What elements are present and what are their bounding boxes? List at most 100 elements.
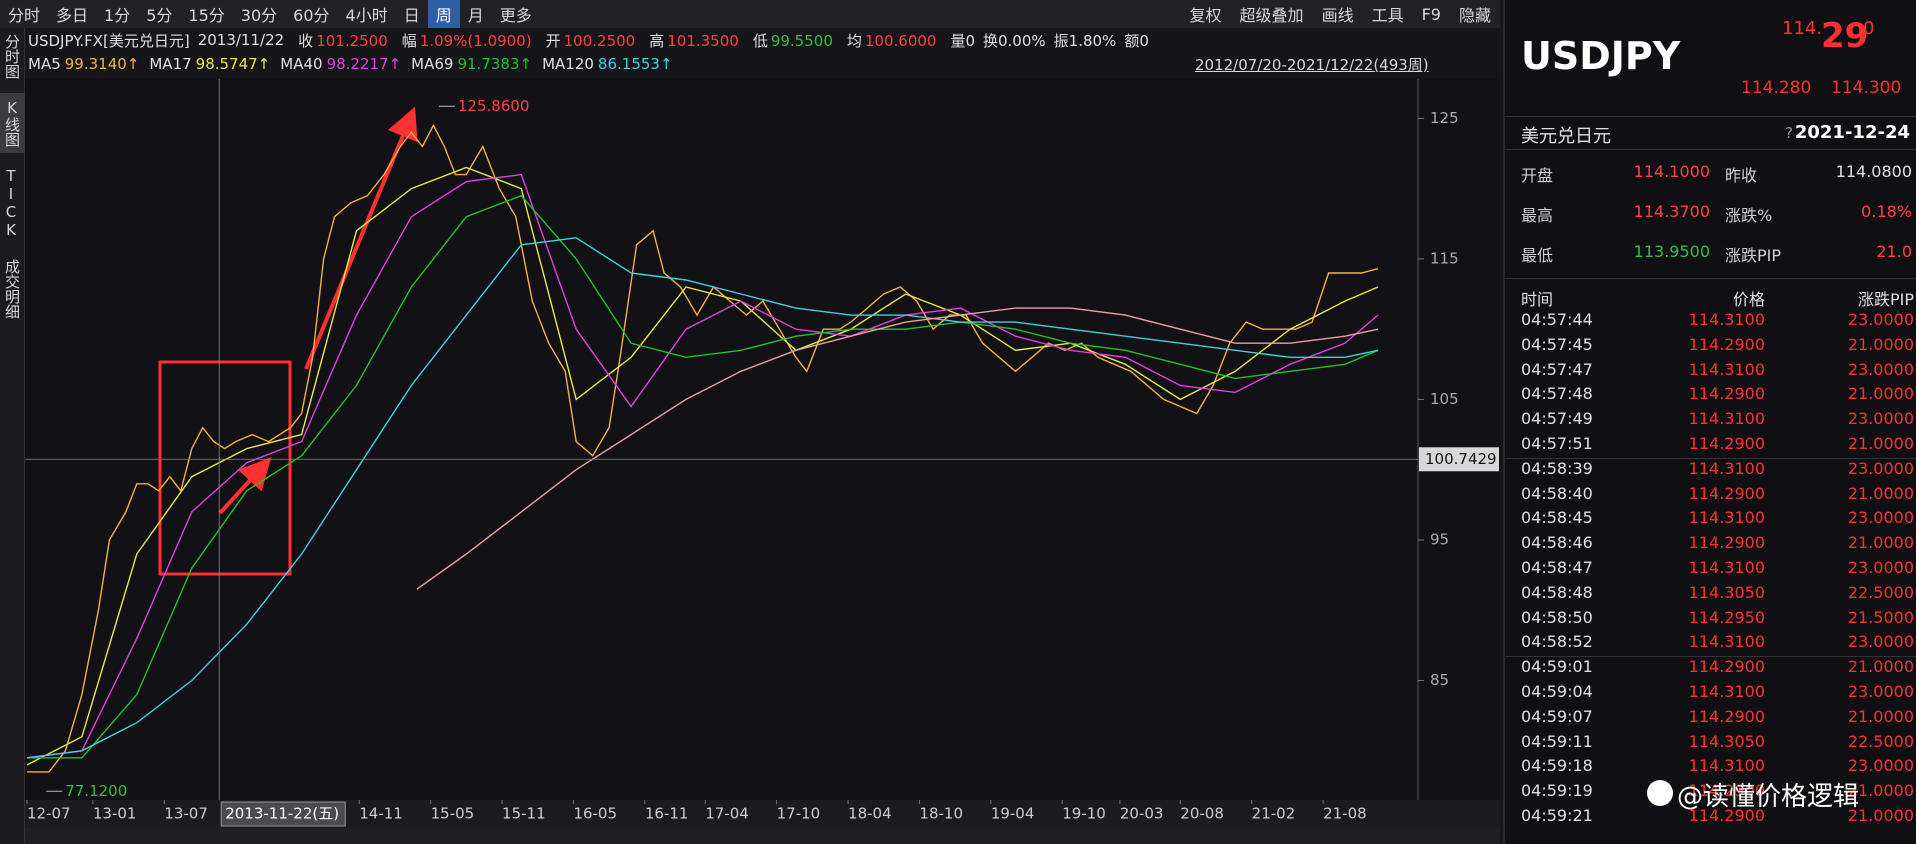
bottom-bar [25, 828, 1500, 844]
cursor-date: 2013-11-22(五) [225, 805, 339, 823]
ma-legend-item: MA120 86.1553↑ [542, 55, 672, 73]
trade-cell: 04:58:45 [1521, 508, 1593, 528]
trade-cell: 04:58:52 [1521, 632, 1593, 652]
period-tab[interactable]: 5分 [146, 6, 173, 25]
trade-cell: 114.2900 [1688, 706, 1765, 726]
sep [1505, 116, 1916, 117]
info-item: 收 101.2500 [298, 30, 388, 51]
info-stat: 额0 [1124, 31, 1149, 50]
trade-cell: 21.5000 [1847, 607, 1914, 627]
ma-value: 86.1553↑ [597, 55, 673, 73]
info-value: 99.5500 [770, 31, 833, 50]
x-tick-label: 18-10 [919, 805, 963, 823]
help-icon[interactable]: ? [1785, 124, 1793, 142]
period-tab[interactable]: 分时 [8, 6, 41, 25]
extreme-label: 125.8600 [458, 97, 530, 115]
side-tab[interactable]: TICK [2, 167, 20, 239]
ma-name: MA120 [542, 55, 594, 73]
period-tab[interactable]: 周 [427, 0, 460, 28]
period-tab[interactable]: 60分 [293, 6, 330, 25]
period-tab[interactable]: 多日 [56, 6, 89, 25]
info-stat: 量0 [950, 31, 975, 50]
trade-cell: 21.0000 [1847, 483, 1914, 503]
ma-name: MA5 [28, 55, 61, 73]
side-tab[interactable]: 成交明细 [3, 259, 21, 319]
x-tick-label: 14-11 [359, 805, 403, 823]
x-tick-label: 21-02 [1252, 805, 1296, 823]
trend-arrow [218, 457, 272, 515]
x-tick-label: 19-04 [991, 805, 1035, 823]
period-tab[interactable]: 1分 [104, 6, 131, 25]
info-label: 低 [752, 31, 768, 50]
ma-legend-item: MA5 99.3140↑ [28, 55, 139, 73]
info-label: 高 [649, 31, 665, 50]
trade-cell: 04:59:18 [1521, 756, 1593, 776]
trade-cell: 114.3100 [1688, 359, 1765, 379]
trade-cell: 04:57:47 [1521, 359, 1593, 379]
side-tab[interactable]: K线图 [0, 93, 25, 153]
info-label: 幅 [401, 31, 417, 50]
plot-bg [25, 79, 1500, 800]
info-item: 低 99.5500 [753, 30, 833, 51]
extreme-label: 77.1200 [65, 782, 127, 800]
trade-cell: 04:58:50 [1521, 607, 1593, 627]
trade-cell: 114.3100 [1688, 632, 1765, 652]
y-tick-label: 115 [1430, 249, 1459, 267]
period-tab[interactable]: 日 [403, 6, 420, 25]
trade-cell: 23.0000 [1847, 359, 1914, 379]
trade-cell: 114.3050 [1688, 582, 1765, 602]
info-item: 幅 1.09%(1.0900) [402, 30, 532, 51]
period-tab[interactable]: 月 [467, 6, 484, 25]
list-header: 涨跌PIP [1857, 290, 1914, 309]
cursor-value-box [1419, 447, 1499, 472]
x-tick-label: 15-11 [502, 805, 546, 823]
info-label: 均 [846, 31, 862, 50]
stat-value: 21.0 [1876, 242, 1912, 261]
toolbar: 分时 多日 1分 5分 15分 30分 60分 4小时日周月更多 复权 超级叠加 画线 工具 F9 隐藏 [0, 0, 1500, 28]
stat-label: 最高 [1521, 206, 1554, 225]
period-tab[interactable]: 15分 [188, 6, 225, 25]
trade-cell: 114.3100 [1688, 756, 1765, 776]
trade-cell: 04:57:49 [1521, 409, 1593, 429]
trade-cell: 22.5000 [1847, 582, 1914, 602]
symbol: USDJPY.FX[美元兑日元] [28, 31, 190, 50]
tool-button[interactable]: 复权 [1189, 6, 1222, 25]
trade-cell: 04:57:44 [1521, 310, 1593, 329]
trade-cell: 114.2900 [1688, 781, 1765, 801]
trade-cell: 04:59:11 [1521, 731, 1593, 751]
name: 美元兑日元 [1521, 126, 1611, 147]
info-stat: 换0.00% [983, 31, 1046, 50]
trade-cell: 114.2900 [1688, 334, 1765, 354]
quote-panel: USDJPY 114. 29 0 114.280 114.300 美元兑日元? 2021-12… [1503, 0, 1916, 844]
cursor-date-box [220, 801, 346, 827]
stat-label: 最低 [1521, 246, 1554, 265]
ma-value: 99.3140↑ [64, 55, 140, 73]
period-tab[interactable]: 更多 [499, 6, 532, 25]
tool-button[interactable]: 画线 [1321, 6, 1354, 25]
price-main: 29 [1821, 16, 1869, 56]
tool-button[interactable]: 超级叠加 [1239, 6, 1304, 25]
info-value: 1.09%(1.0900) [419, 31, 532, 50]
stat-label: 涨跌% [1725, 206, 1773, 225]
trade-cell: 04:59:01 [1521, 657, 1593, 677]
tool-button[interactable]: 隐藏 [1458, 6, 1491, 25]
trade-cell: 23.0000 [1847, 756, 1914, 776]
trade-cell: 114.2900 [1688, 533, 1765, 553]
tools: 复权 超级叠加 画线 工具 F9 隐藏 [1181, 0, 1500, 28]
range-text[interactable]: 2012/07/20-2021/12/22(493周) [1195, 56, 1429, 74]
info-bar: USDJPY.FX[美元兑日元] 2013/11/22 收 101.2500 幅 1.09… [28, 29, 1149, 51]
trade-cell: 04:59:21 [1521, 806, 1593, 825]
trade-cell: 04:59:04 [1521, 682, 1593, 701]
stat-value: 0.18% [1861, 202, 1912, 221]
period-tab[interactable]: 4小时 [345, 6, 388, 25]
tool-button[interactable]: F9 [1421, 4, 1441, 24]
x-tick-label: 18-04 [848, 805, 892, 823]
ask: 114.300 [1831, 78, 1902, 98]
side-tab[interactable]: 分时图 [3, 34, 21, 79]
tool-button[interactable]: 工具 [1371, 6, 1404, 25]
price-tail: 0 [1863, 18, 1875, 39]
date: 2021-12-24 [1794, 122, 1910, 143]
bid: 114.280 [1741, 78, 1812, 98]
period-tab[interactable]: 30分 [240, 6, 278, 25]
